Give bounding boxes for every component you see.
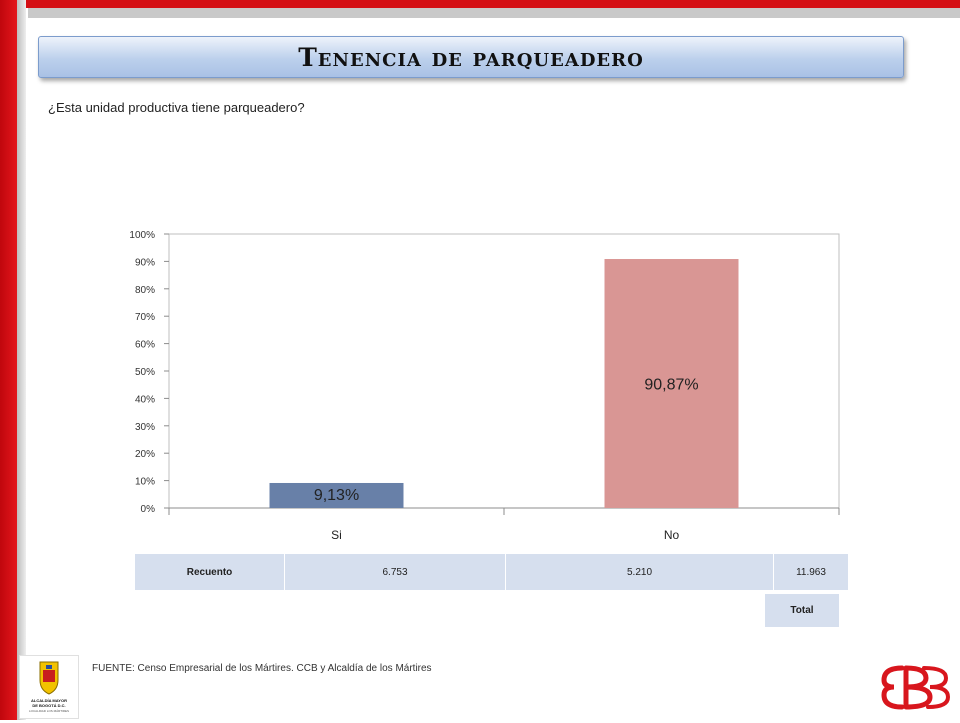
cell-si-count: 6.753 (284, 553, 506, 591)
logo-line-3: LOCALIDAD LOS MÁRTIRES (29, 709, 69, 713)
top-red-band (0, 0, 960, 8)
data-label: 90,87% (644, 377, 698, 394)
logo-line-1: ALCALDÍA MAYOR (31, 698, 67, 703)
y-tick-label: 0% (141, 504, 156, 515)
title-banner: Tenencia de parqueadero (38, 36, 904, 78)
count-table: Recuento 6.753 5.210 11.963 (134, 553, 849, 591)
y-tick-label: 10% (135, 477, 155, 488)
data-label: 9,13% (314, 487, 359, 504)
y-tick-label: 80% (135, 285, 155, 296)
row-label: Recuento (134, 553, 285, 591)
y-tick-label: 40% (135, 394, 155, 405)
x-tick-label: Si (331, 528, 342, 542)
left-red-band (0, 0, 17, 720)
table-row: Recuento 6.753 5.210 11.963 (134, 553, 849, 591)
page-title: Tenencia de parqueadero (298, 42, 644, 72)
bar-chart: 0% 10% 20% 30% 40% 50% 60% 70% 80% 90% 100% Si 9,13… (100, 220, 860, 550)
y-tick-label: 20% (135, 449, 155, 460)
logo-line-2: DE BOGOTÁ D.C. (32, 703, 65, 708)
question-text: ¿Esta unidad productiva tiene parqueader… (48, 100, 305, 115)
y-tick-label: 90% (135, 257, 155, 268)
x-tick-label: No (664, 528, 680, 542)
alcaldia-logo: ALCALDÍA MAYOR DE BOGOTÁ D.C. LOCALIDAD … (19, 655, 79, 719)
y-tick-label: 70% (135, 312, 155, 323)
bar-si (269, 482, 404, 508)
y-tick-label: 100% (129, 230, 155, 241)
left-gray-band (17, 0, 26, 720)
y-tick-label: 60% (135, 340, 155, 351)
total-label: Total (765, 594, 839, 627)
cell-no-count: 5.210 (505, 553, 774, 591)
top-gray-band (28, 8, 960, 18)
source-note: FUENTE: Censo Empresarial de los Mártire… (92, 663, 432, 674)
bar-no (604, 259, 739, 508)
cell-total-count: 11.963 (773, 553, 849, 591)
y-tick-label: 50% (135, 367, 155, 378)
ccb-logo-icon (881, 665, 950, 710)
shield-icon: ALCALDÍA MAYOR DE BOGOTÁ D.C. LOCALIDAD … (29, 661, 69, 713)
y-tick-label: 30% (135, 422, 155, 433)
